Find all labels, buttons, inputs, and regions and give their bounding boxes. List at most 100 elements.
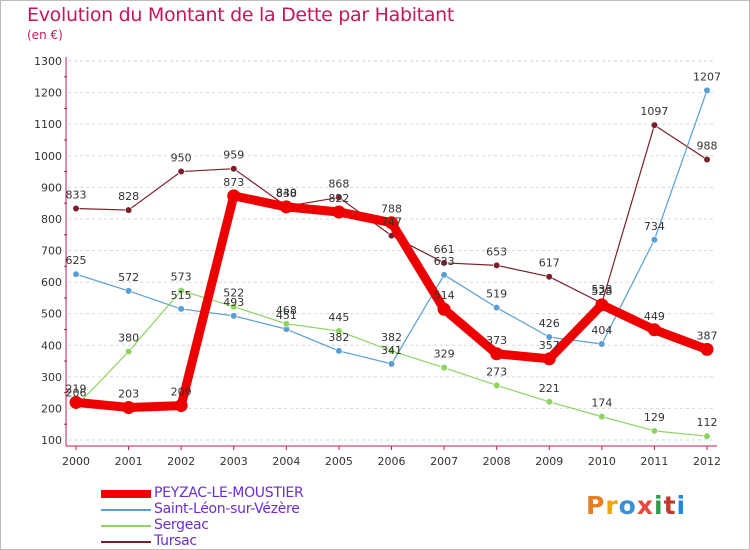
series-labels: 833 828 950 959 840 868 747 661 653 617 533 1097 988 [66,105,718,296]
data-label: 129 [644,411,665,424]
data-label: 445 [328,311,349,324]
data-label: 357 [539,339,560,352]
data-point [124,347,133,356]
legend-label: PEYZAC-LE-MOUSTIER [154,485,304,501]
proxiti-logo: Proxiti [586,491,686,520]
x-tick-label: 2007 [430,455,458,468]
data-point [647,323,661,337]
series-labels: 219 203 209 873 838 822 788 514 373 357 528 449 387 [66,176,718,401]
data-label: 950 [171,152,192,165]
data-point [440,271,448,279]
data-point [437,302,451,316]
data-label: 404 [591,324,612,337]
logo-letter: o [618,491,637,520]
y-tick-label: 1000 [34,150,62,163]
y-tick-label: 700 [41,245,62,258]
data-point [124,287,133,295]
data-label: 653 [486,245,507,258]
data-point [650,236,659,244]
data-label: 273 [486,365,507,378]
data-point [387,360,396,368]
logo-letter: i [654,491,664,520]
series-group [69,189,714,414]
x-tick-label: 2003 [220,455,248,468]
y-tick-label: 300 [41,371,62,384]
data-label: 329 [434,348,455,361]
data-label: 221 [539,382,560,395]
legend-swatch [101,490,151,498]
y-tick-label: 1200 [34,87,62,100]
x-tick-label: 2000 [62,455,90,468]
logo-letter: x [636,491,654,520]
x-tick-label: 2011 [640,455,668,468]
data-label: 515 [171,289,192,302]
data-point [72,204,80,213]
legend-swatch [101,509,151,511]
data-point [177,167,185,176]
y-tick-label: 1100 [34,118,62,131]
data-label: 341 [381,344,402,357]
data-label: 1207 [693,70,721,83]
data-label: 203 [118,387,139,400]
data-point [440,259,448,267]
data-label: 988 [697,140,718,153]
data-point [703,86,711,94]
x-tick-label: 2010 [588,455,616,468]
data-point [703,155,711,164]
data-label: 174 [591,397,612,410]
y-tick-label: 200 [41,402,62,415]
data-point [493,304,501,312]
data-point [124,206,133,214]
data-point [177,305,185,313]
data-label: 840 [276,186,297,199]
data-point [650,121,659,129]
data-label: 838 [276,187,297,200]
legend-swatch [101,541,151,543]
x-tick-label: 2009 [535,455,563,468]
logo-letter: r [605,491,619,520]
data-point [72,270,80,278]
data-point [493,381,501,389]
data-label: 451 [276,309,297,322]
data-label: 833 [66,188,87,201]
data-point [387,347,396,355]
legend-swatch [101,525,151,527]
data-label: 625 [66,254,87,267]
legend-label: Tursac [154,533,197,549]
data-label: 206 [66,387,87,400]
legend-item: Tursac [101,533,361,550]
data-label: 623 [434,255,455,268]
series-group [72,287,711,440]
data-point [177,287,185,295]
y-tick-label: 400 [41,339,62,352]
data-point [545,398,553,406]
data-label: 426 [539,317,560,330]
data-label: 533 [591,283,612,296]
y-tick-label: 500 [41,308,62,321]
data-label: 382 [381,331,402,344]
data-point [174,399,188,413]
y-tick-label: 900 [41,181,62,194]
data-label: 747 [381,216,402,229]
chart-title: Evolution du Montant de la Dette par Hab… [27,4,455,26]
data-point [542,352,556,366]
data-label: 468 [276,304,297,317]
logo-letter: P [586,491,606,520]
data-point [335,193,343,202]
data-point [703,432,711,440]
data-label: 572 [118,271,139,284]
data-label: 573 [171,271,192,284]
data-label: 373 [486,334,507,347]
data-label: 493 [223,296,244,309]
data-point [700,342,714,356]
y-tick-label: 800 [41,213,62,226]
x-tick-label: 2004 [272,455,300,468]
data-label: 734 [644,220,665,233]
data-label: 1097 [640,105,668,118]
data-point [332,205,346,219]
y-tick-label: 600 [41,276,62,289]
data-label: 219 [66,382,87,395]
